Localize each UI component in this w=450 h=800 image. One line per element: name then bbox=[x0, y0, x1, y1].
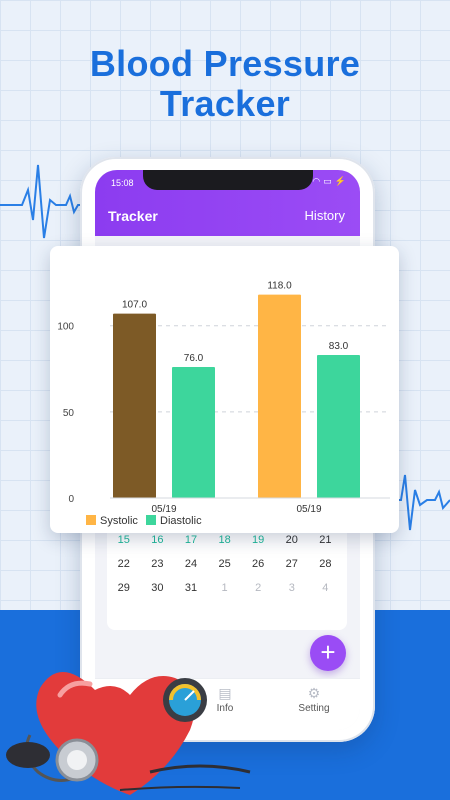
bar-value-label: 118.0 bbox=[267, 281, 292, 292]
calendar-day[interactable]: 4 bbox=[322, 582, 329, 594]
tab-tracker[interactable]: Tracker bbox=[108, 208, 158, 224]
calendar-day[interactable]: 15 bbox=[117, 534, 130, 546]
bar-value-label: 107.0 bbox=[122, 300, 147, 311]
bar-diastolic-1[interactable] bbox=[317, 354, 360, 498]
blood-pressure-bar-chart: 0 50 100 107.0 76.0 05/19 118.0 83.0 05/19 Systol… bbox=[57, 281, 390, 527]
legend-swatch-diastolic bbox=[146, 515, 156, 525]
bar-value-label: 76.0 bbox=[184, 353, 204, 364]
charging-icon: ⚡ bbox=[334, 176, 346, 186]
calendar-day[interactable]: 23 bbox=[151, 558, 164, 570]
calendar-day[interactable]: 25 bbox=[218, 558, 231, 570]
calendar-day[interactable]: 17 bbox=[184, 534, 198, 546]
calendar-week-row: 29 30 31 1 2 3 4 bbox=[107, 582, 347, 594]
calendar-day[interactable]: 16 bbox=[151, 534, 164, 546]
legend-swatch-systolic bbox=[86, 515, 96, 525]
tab-history[interactable]: History bbox=[304, 208, 345, 223]
headline-line-2: Tracker bbox=[159, 83, 291, 124]
add-record-button[interactable]: + bbox=[310, 635, 346, 671]
calendar-day[interactable]: 2 bbox=[255, 582, 262, 594]
page-headline: Blood Pressure Tracker bbox=[0, 44, 450, 124]
calendar-day[interactable]: 24 bbox=[184, 558, 198, 570]
calendar-day[interactable]: 20 bbox=[285, 534, 298, 546]
x-tick-label: 05/19 bbox=[151, 504, 176, 515]
calendar-week-row: 15 16 17 18 19 20 21 bbox=[107, 534, 347, 546]
bar-value-label: 83.0 bbox=[329, 341, 349, 352]
x-tick-label: 05/19 bbox=[296, 504, 321, 515]
bar-diastolic-0[interactable] bbox=[172, 367, 215, 498]
calendar-day[interactable]: 26 bbox=[252, 558, 265, 570]
bar-systolic-0[interactable] bbox=[113, 313, 156, 498]
app-bar: 15:08 ◠ ▭ ⚡ Tracker History bbox=[95, 170, 360, 236]
calendar-day[interactable]: 1 bbox=[221, 582, 228, 594]
calendar-day[interactable]: 30 bbox=[151, 582, 164, 594]
battery-icon: ▭ bbox=[323, 176, 332, 186]
calendar-day[interactable]: 31 bbox=[184, 582, 198, 594]
nav-item-info[interactable]: ▤ Info bbox=[205, 685, 245, 714]
legend-label-systolic: Systolic bbox=[100, 515, 138, 527]
heart-gauge-illustration-icon bbox=[6, 671, 251, 795]
bar-systolic-1[interactable] bbox=[258, 294, 301, 498]
calendar-day[interactable]: 22 bbox=[117, 558, 130, 570]
wifi-icon: ◠ bbox=[312, 176, 321, 186]
nav-label-info: Info bbox=[216, 703, 234, 714]
y-tick-label: 0 bbox=[68, 494, 74, 505]
chart-card: 0 50 100 107.0 76.0 05/19 118.0 83.0 05/19 Systol… bbox=[50, 246, 399, 533]
calendar-day[interactable]: 28 bbox=[319, 558, 332, 570]
gear-icon: ⚙ bbox=[307, 685, 321, 701]
calendar-week-row: 22 23 24 25 26 27 28 bbox=[107, 558, 347, 570]
document-icon: ▤ bbox=[218, 685, 232, 701]
status-icons: ◠ ▭ ⚡ bbox=[312, 176, 346, 187]
ecg-line-right-icon bbox=[395, 474, 450, 531]
calendar-day[interactable]: 18 bbox=[218, 534, 231, 546]
calendar-day[interactable]: 27 bbox=[285, 558, 298, 570]
legend-label-diastolic: Diastolic bbox=[160, 515, 202, 527]
nav-item-setting[interactable]: ⚙ Setting bbox=[291, 685, 337, 714]
calendar-day[interactable]: 21 bbox=[319, 534, 332, 546]
y-tick-label: 50 bbox=[63, 408, 75, 419]
headline-line-1: Blood Pressure bbox=[89, 43, 361, 84]
ecg-line-left-icon bbox=[0, 164, 90, 239]
calendar-day[interactable]: 3 bbox=[288, 582, 295, 594]
status-time: 15:08 bbox=[111, 178, 134, 188]
phone-notch bbox=[143, 170, 313, 190]
calendar-day[interactable]: 19 bbox=[252, 534, 265, 546]
nav-label-setting: Setting bbox=[298, 703, 330, 714]
y-tick-label: 100 bbox=[57, 322, 74, 333]
calendar-day[interactable]: 29 bbox=[117, 582, 130, 594]
